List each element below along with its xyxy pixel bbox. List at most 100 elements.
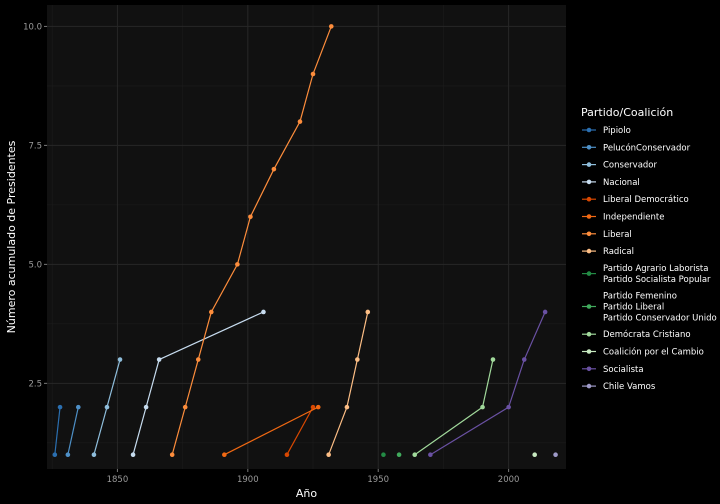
- data-point: [143, 404, 149, 410]
- legend-label-line: Independiente: [603, 213, 664, 223]
- grid-minor: [47, 5, 566, 469]
- data-point: [284, 452, 290, 458]
- legend-label: Partido Femenino Partido Liberal Partido C…: [603, 292, 717, 324]
- legend-label-line: Partido Liberal: [603, 303, 664, 313]
- y-axis-ticks: 2.5 5.0 7.5 10.0: [23, 22, 47, 389]
- legend-item: Nacional: [582, 178, 640, 188]
- series: [169, 24, 334, 458]
- legend-label-line: Radical: [603, 247, 634, 257]
- series-line: [54, 407, 61, 455]
- series: [222, 404, 321, 458]
- legend-item: Partido Agrario Laborista Partido Sociali…: [582, 264, 711, 285]
- legend-label-line: Chile Vamos: [603, 382, 656, 392]
- legend-label: Independiente: [603, 213, 664, 223]
- data-point: [344, 404, 350, 410]
- legend-label-line: Coalición por el Cambio: [603, 347, 704, 358]
- data-point: [297, 119, 303, 124]
- data-point: [271, 166, 277, 172]
- data-point: [328, 24, 334, 29]
- data-point: [248, 214, 253, 220]
- x-tick-label: 1900: [237, 475, 259, 485]
- series: [65, 404, 81, 458]
- series: [381, 452, 386, 458]
- data-point: [130, 452, 136, 458]
- legend-label-line: Partido Socialista Popular: [603, 275, 711, 285]
- data-point: [261, 309, 266, 315]
- data-point: [75, 404, 81, 410]
- series: [412, 357, 496, 458]
- legend-item: Conservador: [582, 161, 658, 171]
- legend-label: Pipiolo: [603, 126, 631, 136]
- series: [326, 309, 371, 458]
- legend-label-line: Liberal: [603, 230, 632, 240]
- legend-item: Pipiolo: [582, 126, 631, 136]
- data-point: [104, 404, 110, 410]
- legend-key-point: [586, 162, 592, 167]
- y-tick-label: 7.5: [28, 141, 42, 151]
- x-tick-label: 1850: [107, 475, 129, 485]
- data-point: [553, 452, 558, 458]
- data-point: [396, 452, 402, 458]
- data-point: [117, 357, 123, 362]
- legend-key-point: [586, 179, 592, 185]
- series-layer: [52, 24, 558, 458]
- legend-key-point: [586, 331, 592, 337]
- legend-label-line: Pipiolo: [603, 126, 631, 136]
- x-axis-ticks: 1850 1900 1950 2000: [107, 469, 520, 485]
- data-point: [506, 404, 511, 410]
- legend-label-line: Socialista: [603, 365, 644, 375]
- legend-item: Independiente: [582, 213, 664, 223]
- legend-item: Liberal Democrático: [582, 195, 689, 205]
- legend-label-line: Nacional: [603, 178, 640, 188]
- legend-title: Partido/Coalición: [581, 106, 673, 119]
- data-point: [381, 452, 386, 458]
- data-point: [91, 452, 97, 458]
- legend-label-line: PelucónConservador: [603, 142, 691, 153]
- series: [532, 452, 538, 458]
- series: [284, 404, 316, 458]
- legend-key-point: [586, 349, 592, 354]
- data-point: [532, 452, 538, 458]
- legend-key-point: [586, 304, 592, 309]
- legend-key-point: [586, 214, 592, 219]
- legend-label-line: Partido Agrario Laborista: [603, 264, 708, 274]
- x-tick-label: 2000: [498, 475, 520, 485]
- legend-label-line: Conservador: [603, 161, 658, 171]
- data-point: [521, 357, 527, 362]
- series: [130, 309, 266, 458]
- data-point: [65, 452, 71, 458]
- legend-key-point: [586, 366, 592, 372]
- y-tick-label: 2.5: [28, 379, 42, 389]
- data-point: [235, 262, 240, 267]
- data-point: [490, 357, 496, 362]
- data-point: [52, 452, 58, 458]
- data-point: [315, 404, 321, 410]
- data-point: [428, 452, 433, 458]
- data-point: [412, 452, 418, 458]
- y-tick-label: 10.0: [23, 22, 42, 32]
- legend-label: Nacional: [603, 178, 640, 188]
- legend-label-line: Partido Conservador Unido: [603, 314, 717, 324]
- data-point: [310, 71, 316, 77]
- plot-panel: [47, 5, 566, 469]
- legend-label: Chile Vamos: [603, 382, 656, 392]
- legend-label: Socialista: [603, 365, 644, 375]
- y-axis-title: Número acumulado de Presidentes: [5, 140, 18, 333]
- data-point: [182, 404, 188, 410]
- legend-item: Demócrata Cristiano: [582, 329, 691, 340]
- series: [91, 357, 123, 458]
- legend-item: PelucónConservador: [582, 142, 691, 153]
- y-tick-label: 5.0: [28, 260, 42, 270]
- legend-item: Partido Femenino Partido Liberal Partido C…: [582, 292, 717, 324]
- legend-key-point: [586, 271, 592, 276]
- series: [396, 452, 402, 458]
- legend-label: Demócrata Cristiano: [603, 329, 691, 340]
- legend-label: Radical: [603, 247, 634, 257]
- legend-label: Partido Agrario Laborista Partido Sociali…: [603, 264, 711, 285]
- data-point: [480, 404, 485, 410]
- data-point: [57, 404, 63, 410]
- data-point: [326, 452, 331, 458]
- series: [52, 404, 63, 458]
- legend-item: Coalición por el Cambio: [582, 347, 704, 358]
